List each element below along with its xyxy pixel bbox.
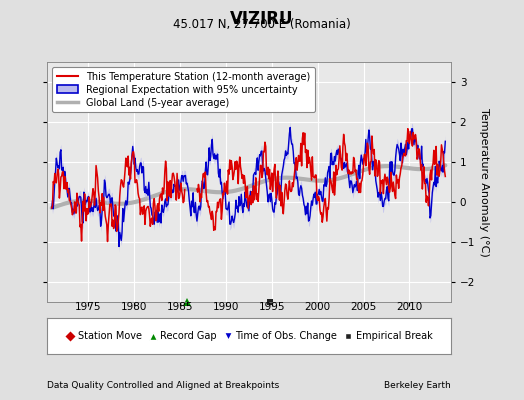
Text: Data Quality Controlled and Aligned at Breakpoints: Data Quality Controlled and Aligned at B… — [47, 381, 279, 390]
Text: 1995: 1995 — [258, 302, 285, 312]
Text: 45.017 N, 27.700 E (Romania): 45.017 N, 27.700 E (Romania) — [173, 18, 351, 31]
Text: 2005: 2005 — [351, 302, 377, 312]
Text: 2000: 2000 — [304, 302, 331, 312]
Text: 1980: 1980 — [121, 302, 147, 312]
Y-axis label: Temperature Anomaly (°C): Temperature Anomaly (°C) — [479, 108, 489, 256]
Text: 1985: 1985 — [167, 302, 193, 312]
Text: VIZIRU: VIZIRU — [230, 10, 294, 28]
Text: 2010: 2010 — [396, 302, 422, 312]
Text: Berkeley Earth: Berkeley Earth — [384, 381, 451, 390]
Text: 1975: 1975 — [75, 302, 102, 312]
Legend: Station Move, Record Gap, Time of Obs. Change, Empirical Break: Station Move, Record Gap, Time of Obs. C… — [62, 328, 435, 344]
Text: 1990: 1990 — [213, 302, 239, 312]
Legend: This Temperature Station (12-month average), Regional Expectation with 95% uncer: This Temperature Station (12-month avera… — [52, 67, 315, 112]
